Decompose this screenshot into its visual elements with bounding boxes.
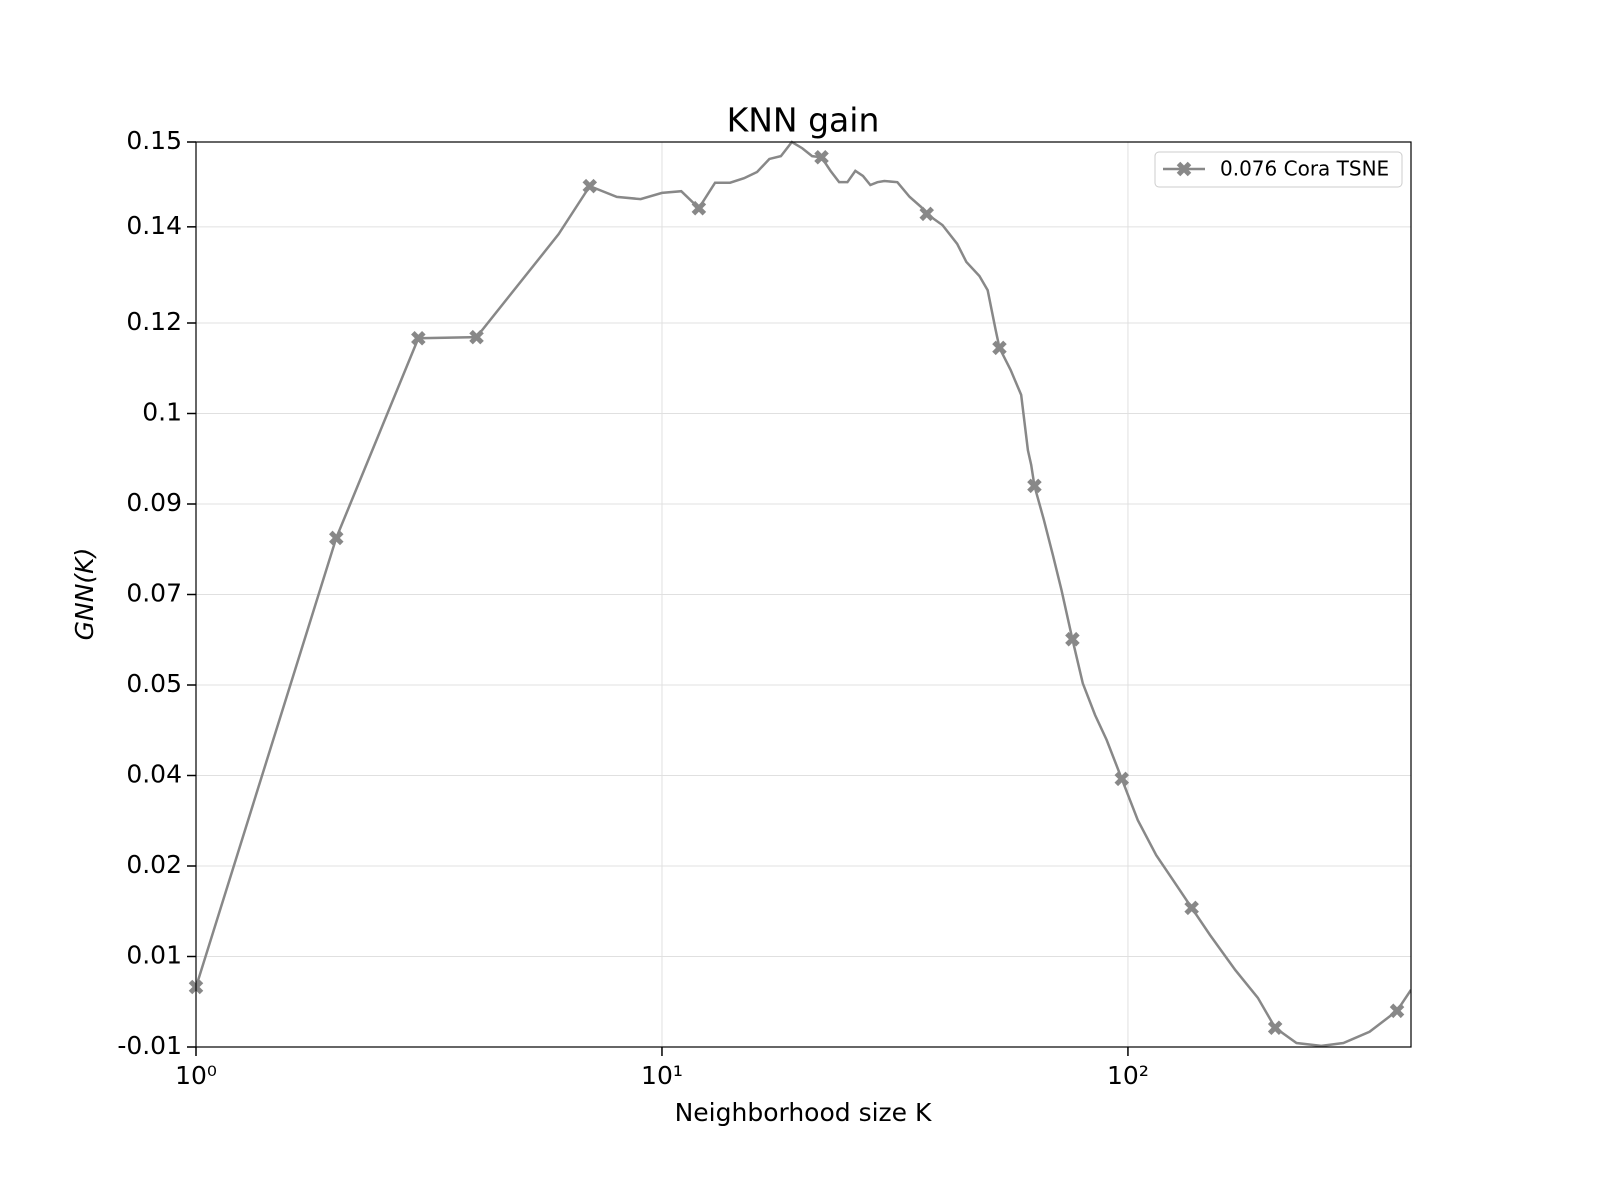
data-marker <box>411 331 426 346</box>
data-marker <box>919 206 935 222</box>
y-tick-label: 0.1 <box>142 398 182 427</box>
x-tick-label: 10² <box>1107 1061 1149 1090</box>
data-marker <box>1389 1003 1405 1019</box>
y-tick-label: -0.01 <box>117 1031 182 1060</box>
y-tick-label: 0.04 <box>126 760 182 789</box>
x-tick-label: 10⁰ <box>175 1061 217 1090</box>
legend-box <box>1154 151 1403 188</box>
data-marker <box>1065 631 1080 647</box>
x-tick-label: 10¹ <box>641 1061 683 1090</box>
y-tick-label: 0.05 <box>126 669 182 698</box>
legend-label: 0.076 Cora TSNE <box>1220 157 1389 181</box>
data-marker <box>469 329 484 345</box>
y-tick-label: 0.01 <box>126 941 182 970</box>
plot-area <box>188 140 1411 1047</box>
data-marker <box>691 200 707 216</box>
y-tick-label: 0.12 <box>126 307 182 336</box>
y-tick-label: 0.15 <box>126 126 182 155</box>
data-marker <box>1027 478 1042 494</box>
data-marker <box>992 340 1007 356</box>
data-marker <box>1267 1020 1283 1036</box>
data-marker <box>1114 771 1130 787</box>
data-line <box>196 140 1411 1047</box>
y-tick-label: 0.07 <box>126 579 182 608</box>
y-axis-label: GNN(K) <box>70 548 99 641</box>
x-axis-label: Neighborhood size K <box>675 1098 932 1127</box>
grid <box>195 141 1411 1048</box>
data-marker <box>1184 900 1199 916</box>
y-tick-label: 0.14 <box>126 211 182 240</box>
chart-title: KNN gain <box>727 101 880 140</box>
legend: 0.076 Cora TSNE <box>1154 151 1403 188</box>
data-marker <box>329 530 344 546</box>
data-marker <box>582 178 598 194</box>
y-tick-label: 0.09 <box>126 488 182 517</box>
y-tick-label: 0.02 <box>126 850 182 879</box>
data-marker <box>814 150 829 165</box>
legend-marker <box>1176 161 1192 177</box>
